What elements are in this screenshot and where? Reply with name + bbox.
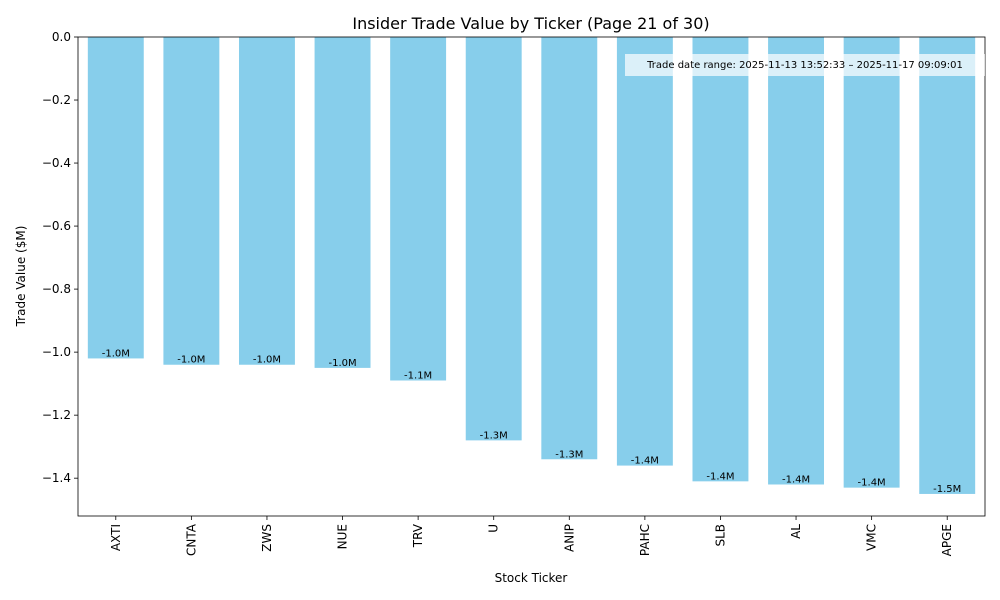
y-axis-label: Trade Value ($M): [14, 226, 28, 328]
bar: [843, 37, 900, 488]
bar: [616, 37, 673, 466]
bar: [768, 37, 825, 485]
value-label: -1.1M: [404, 370, 432, 381]
value-label: -1.3M: [555, 449, 583, 460]
x-tick-label: TRV: [411, 523, 425, 548]
x-tick-label: ANIP: [562, 524, 576, 552]
value-label: -1.0M: [177, 355, 205, 366]
bar: [87, 37, 144, 359]
bar: [314, 37, 371, 368]
x-tick-label: PAHC: [638, 524, 652, 556]
x-tick-label: CNTA: [184, 523, 198, 556]
y-tick-label: −0.6: [42, 219, 71, 233]
axes-frame: [77, 36, 986, 517]
bar: [238, 37, 295, 365]
value-label: -1.0M: [102, 348, 130, 359]
y-tick-label: −1.4: [42, 471, 71, 485]
annotation-box: [625, 54, 985, 76]
y-tick-label: 0.0: [52, 30, 71, 44]
chart-title: Insider Trade Value by Ticker (Page 21 o…: [352, 14, 709, 33]
value-label: -1.5M: [933, 484, 961, 495]
x-tick-label: AXTI: [109, 524, 123, 551]
value-label: -1.4M: [631, 456, 659, 467]
x-tick-label: VMC: [865, 524, 879, 551]
value-label: -1.4M: [858, 478, 886, 489]
annotation: Trade date range: 2025-11-13 13:52:33 – …: [646, 60, 963, 71]
y-tick-label: −1.2: [42, 408, 71, 422]
value-label: -1.4M: [706, 471, 734, 482]
value-label: -1.4M: [782, 474, 810, 485]
value-label: -1.0M: [328, 358, 356, 369]
y-tick-label: −0.2: [42, 93, 71, 107]
value-label: -1.3M: [480, 430, 508, 441]
x-tick-label: SLB: [713, 524, 727, 547]
x-tick-label: APGE: [940, 524, 954, 556]
bar: [390, 37, 447, 381]
bar: [692, 37, 749, 482]
bar: [163, 37, 220, 365]
x-tick-label: ZWS: [260, 524, 274, 552]
bar: [465, 37, 522, 441]
bar: [541, 37, 598, 460]
x-tick-label: NUE: [336, 524, 350, 549]
x-axis-label: Stock Ticker: [495, 571, 568, 585]
y-tick-label: −1.0: [42, 345, 71, 359]
y-tick-label: −0.4: [42, 156, 71, 170]
x-tick-label: U: [487, 524, 501, 533]
x-tick-label: AL: [789, 524, 803, 539]
value-label: -1.0M: [253, 355, 281, 366]
bar: [919, 37, 976, 494]
y-tick-label: −0.8: [42, 282, 71, 296]
